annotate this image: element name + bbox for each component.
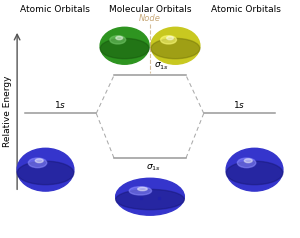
Ellipse shape (100, 27, 149, 64)
Ellipse shape (129, 187, 152, 195)
Ellipse shape (237, 158, 256, 168)
Ellipse shape (35, 159, 43, 163)
Text: $1s$: $1s$ (233, 99, 246, 110)
Text: $1s$: $1s$ (54, 99, 67, 110)
Text: Atomic Orbitals: Atomic Orbitals (20, 5, 89, 14)
Ellipse shape (167, 36, 173, 40)
Ellipse shape (17, 148, 74, 191)
Ellipse shape (28, 158, 47, 168)
Text: Node: Node (139, 14, 161, 23)
Ellipse shape (100, 38, 149, 59)
Ellipse shape (151, 27, 200, 64)
Text: Molecular Orbitals: Molecular Orbitals (109, 5, 191, 14)
Ellipse shape (160, 36, 176, 44)
Ellipse shape (116, 36, 123, 40)
Text: Relative Energy: Relative Energy (3, 75, 12, 147)
Text: $\sigma^*_{1s}$: $\sigma^*_{1s}$ (154, 57, 169, 72)
Ellipse shape (151, 38, 200, 59)
Ellipse shape (116, 178, 184, 215)
Ellipse shape (138, 187, 147, 191)
Text: Atomic Orbitals: Atomic Orbitals (211, 5, 280, 14)
Ellipse shape (244, 159, 252, 163)
Ellipse shape (226, 161, 283, 185)
Ellipse shape (116, 189, 184, 210)
Ellipse shape (17, 161, 74, 185)
Text: $\sigma_{1s}$: $\sigma_{1s}$ (146, 163, 160, 173)
Ellipse shape (110, 36, 126, 44)
Ellipse shape (226, 148, 283, 191)
